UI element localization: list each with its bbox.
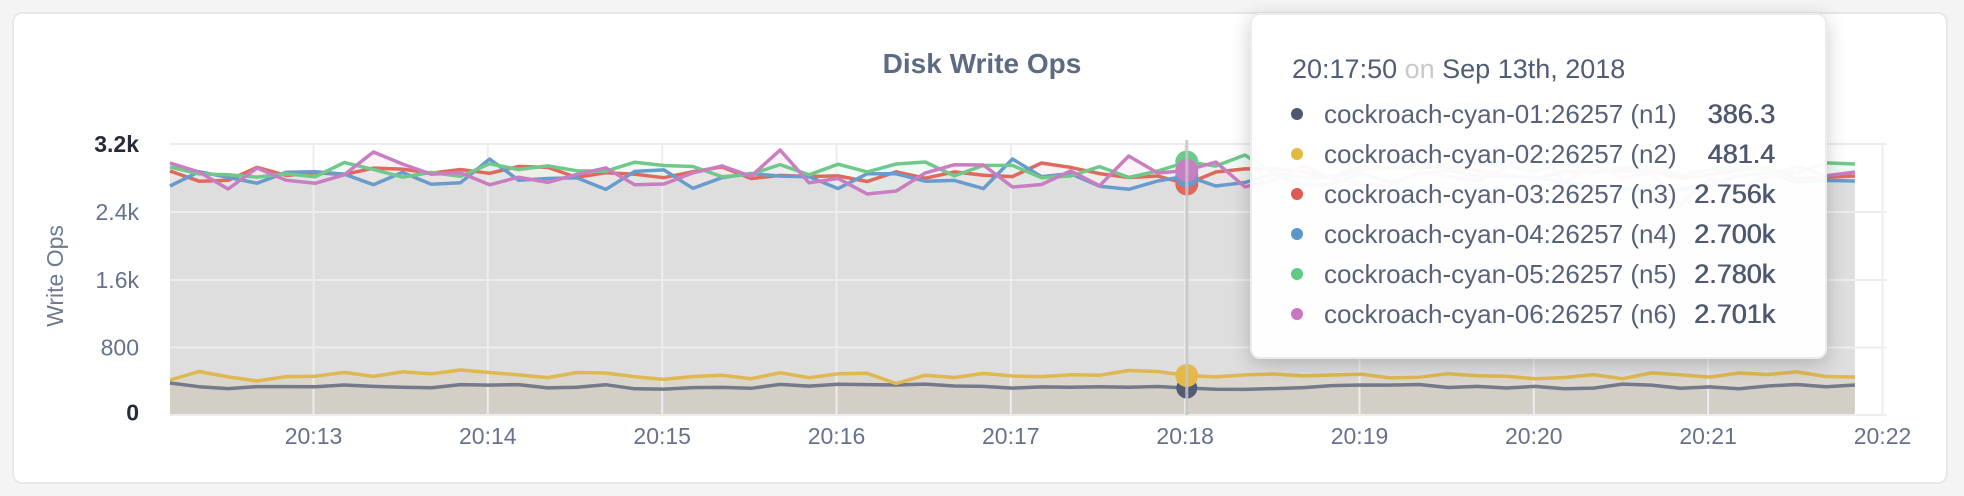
svg-text:0: 0 (126, 400, 139, 426)
svg-text:20:22: 20:22 (1854, 423, 1912, 449)
svg-text:20:17: 20:17 (982, 423, 1040, 449)
svg-text:20:15: 20:15 (633, 423, 691, 449)
svg-text:2.4k: 2.4k (96, 199, 140, 225)
svg-text:20:20: 20:20 (1505, 423, 1563, 449)
svg-text:20:16: 20:16 (808, 423, 866, 449)
svg-text:800: 800 (101, 335, 139, 361)
svg-text:20:13: 20:13 (285, 423, 343, 449)
svg-text:Write Ops: Write Ops (42, 225, 68, 327)
svg-text:3.2k: 3.2k (94, 131, 139, 157)
svg-text:20:18: 20:18 (1156, 423, 1214, 449)
svg-text:20:14: 20:14 (459, 423, 517, 449)
svg-text:20:21: 20:21 (1679, 423, 1737, 449)
svg-text:20:19: 20:19 (1331, 423, 1389, 449)
svg-text:1.6k: 1.6k (96, 267, 140, 293)
